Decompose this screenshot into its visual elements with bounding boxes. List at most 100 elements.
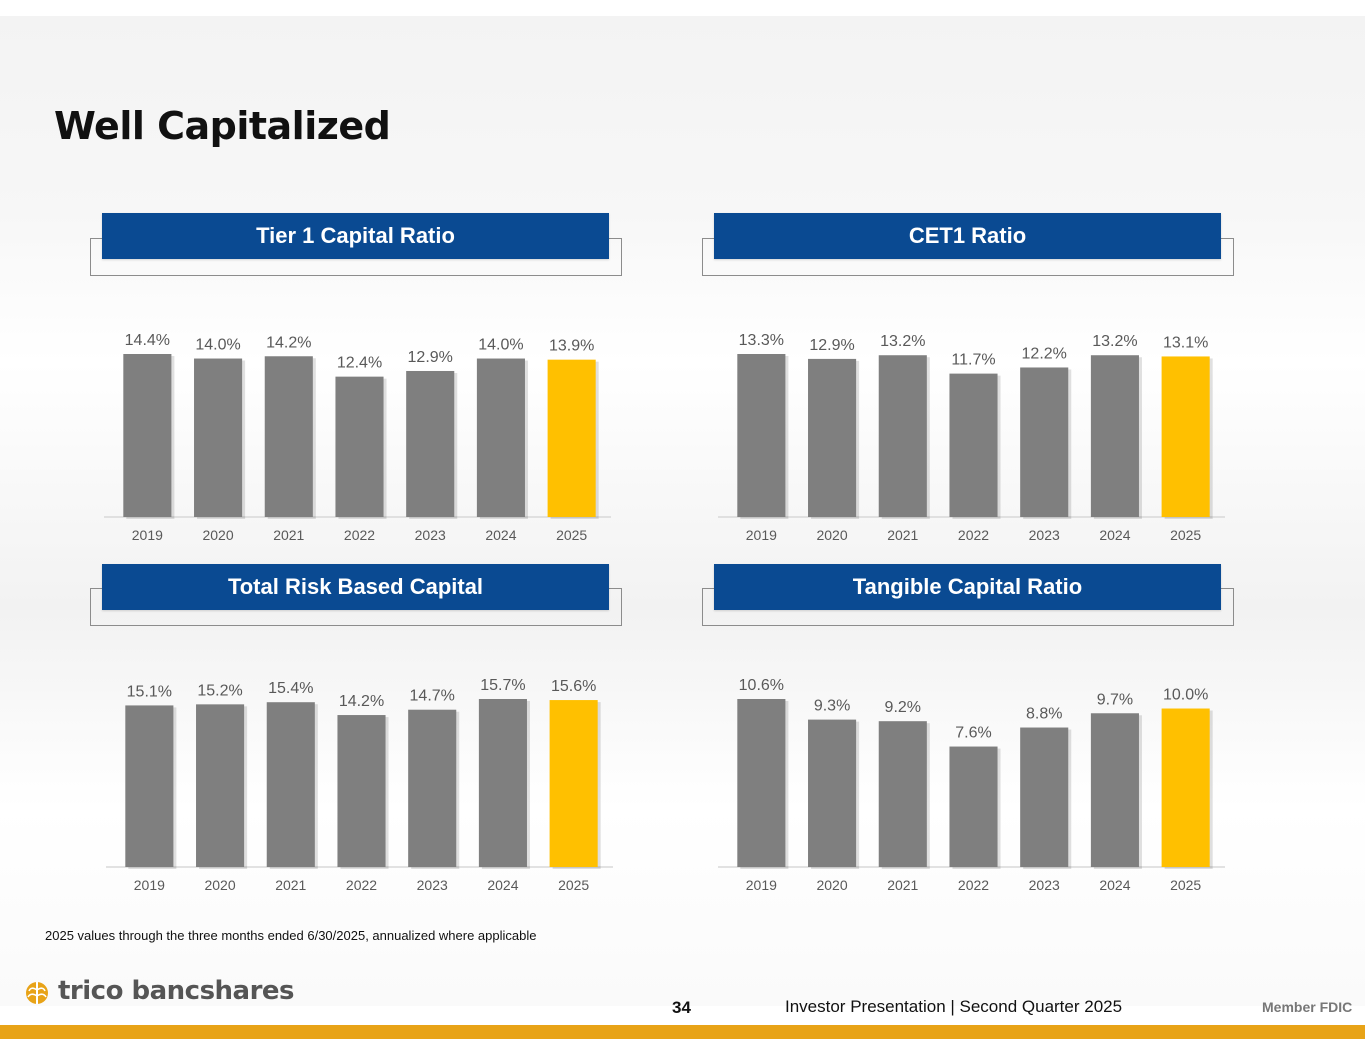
data-label-2023: 12.2%: [1022, 345, 1067, 362]
data-label-2020: 9.3%: [814, 698, 850, 715]
data-label-2022: 7.6%: [955, 725, 991, 742]
x-tick-label-2022: 2022: [346, 877, 377, 893]
tangible-capital-ratio-chart: 10.6% 2019 9.3% 2020 9.2% 2021 7.6% 2022 8.8% 202…: [718, 677, 1225, 893]
bar-2022: [949, 373, 998, 517]
x-tick-label-2020: 2020: [204, 877, 235, 893]
data-label-2020: 14.0%: [195, 337, 240, 354]
bottom-band: [0, 1025, 1365, 1039]
bar-2025: [1161, 356, 1210, 517]
data-label-2019: 13.3%: [739, 332, 784, 349]
bar-2021: [878, 721, 927, 867]
bar-2024: [1090, 355, 1139, 517]
x-tick-label-2024: 2024: [485, 527, 516, 543]
x-tick-label-2022: 2022: [344, 527, 375, 543]
x-tick-label-2024: 2024: [1099, 877, 1130, 893]
data-label-2021: 14.2%: [266, 334, 311, 351]
x-tick-label-2023: 2023: [1029, 877, 1060, 893]
data-label-2020: 12.9%: [809, 337, 854, 354]
footer-text: Investor Presentation | Second Quarter 2…: [785, 997, 1123, 1016]
x-tick-label-2021: 2021: [273, 527, 304, 543]
x-tick-label-2024: 2024: [1099, 527, 1130, 543]
bar-2020: [808, 358, 857, 517]
bar-2023: [1020, 727, 1069, 867]
chart-title-total-risk: Total Risk Based Capital: [102, 564, 609, 610]
data-label-2025: 10.0%: [1163, 687, 1208, 704]
data-label-2025: 13.1%: [1163, 334, 1208, 351]
company-logo: trico bancshares: [22, 976, 295, 1006]
bar-2021: [264, 356, 313, 517]
bar-2024: [1090, 713, 1139, 867]
x-tick-label-2023: 2023: [415, 527, 446, 543]
x-tick-label-2021: 2021: [887, 877, 918, 893]
page-number: 34: [672, 998, 691, 1017]
data-label-2023: 8.8%: [1026, 706, 1062, 723]
top-band: [0, 0, 1365, 16]
bar-2022: [949, 746, 998, 867]
data-label-2020: 15.2%: [197, 682, 242, 699]
x-tick-label-2020: 2020: [202, 527, 233, 543]
footnote: 2025 values through the three months end…: [45, 928, 537, 943]
data-label-2024: 9.7%: [1097, 691, 1133, 708]
tier1-capital-ratio-chart: 14.4% 2019 14.0% 2020 14.2% 2021 12.4% 2022 12.9…: [104, 332, 611, 543]
x-tick-label-2022: 2022: [958, 877, 989, 893]
x-tick-label-2023: 2023: [417, 877, 448, 893]
logo-text: trico bancshares: [58, 976, 295, 1006]
data-label-2022: 14.2%: [339, 693, 384, 710]
x-tick-label-2019: 2019: [746, 877, 777, 893]
bar-2020: [808, 719, 857, 867]
bar-2023: [1020, 367, 1069, 517]
bar-2019: [125, 705, 174, 867]
data-label-2025: 13.9%: [549, 338, 594, 355]
data-label-2021: 15.4%: [268, 680, 313, 697]
data-label-2023: 14.7%: [410, 688, 455, 705]
x-tick-label-2025: 2025: [1170, 877, 1201, 893]
x-tick-label-2024: 2024: [487, 877, 518, 893]
bar-2023: [408, 709, 457, 867]
x-tick-label-2025: 2025: [558, 877, 589, 893]
member-fdic: Member FDIC: [1262, 999, 1353, 1015]
bar-2021: [878, 355, 927, 517]
data-label-2024: 13.2%: [1092, 333, 1137, 350]
chart-title-cet1: CET1 Ratio: [714, 213, 1221, 259]
data-label-2023: 12.9%: [408, 349, 453, 366]
data-label-2021: 13.2%: [880, 333, 925, 350]
data-label-2025: 15.6%: [551, 678, 596, 695]
chart-title-tier1: Tier 1 Capital Ratio: [102, 213, 609, 259]
data-label-2022: 11.7%: [951, 352, 995, 369]
bar-2021: [266, 702, 315, 867]
x-tick-label-2019: 2019: [746, 527, 777, 543]
data-label-2021: 9.2%: [885, 699, 921, 716]
data-label-2019: 15.1%: [127, 683, 172, 700]
x-tick-label-2021: 2021: [275, 877, 306, 893]
bar-2022: [335, 376, 384, 517]
cet1-ratio-chart: 13.3% 2019 12.9% 2020 13.2% 2021 11.7% 2022 12.2…: [718, 332, 1225, 543]
x-tick-label-2019: 2019: [132, 527, 163, 543]
bar-2024: [476, 358, 525, 517]
bar-2020: [196, 704, 245, 867]
x-tick-label-2020: 2020: [816, 527, 847, 543]
page-title: Well Capitalized: [54, 104, 391, 148]
data-label-2019: 14.4%: [125, 332, 170, 349]
x-tick-label-2020: 2020: [816, 877, 847, 893]
wheat-logo-icon: [26, 982, 48, 1004]
bar-2025: [1161, 708, 1210, 867]
data-label-2022: 12.4%: [337, 355, 382, 372]
bar-2025: [547, 359, 596, 517]
bar-2020: [194, 358, 243, 517]
bar-2023: [406, 370, 455, 517]
x-tick-label-2019: 2019: [134, 877, 165, 893]
x-tick-label-2025: 2025: [556, 527, 587, 543]
x-tick-label-2023: 2023: [1029, 527, 1060, 543]
bar-2019: [123, 354, 172, 517]
data-label-2024: 14.0%: [478, 337, 523, 354]
x-tick-label-2021: 2021: [887, 527, 918, 543]
total-risk-based-capital-chart: 15.1% 2019 15.2% 2020 15.4% 2021 14.2% 2022 14.7…: [106, 677, 613, 893]
bar-2019: [737, 699, 786, 867]
bar-2024: [478, 699, 527, 867]
bar-2025: [549, 700, 598, 867]
chart-title-tangible: Tangible Capital Ratio: [714, 564, 1221, 610]
data-label-2024: 15.7%: [480, 677, 525, 694]
x-tick-label-2022: 2022: [958, 527, 989, 543]
bar-2022: [337, 715, 386, 867]
x-tick-label-2025: 2025: [1170, 527, 1201, 543]
